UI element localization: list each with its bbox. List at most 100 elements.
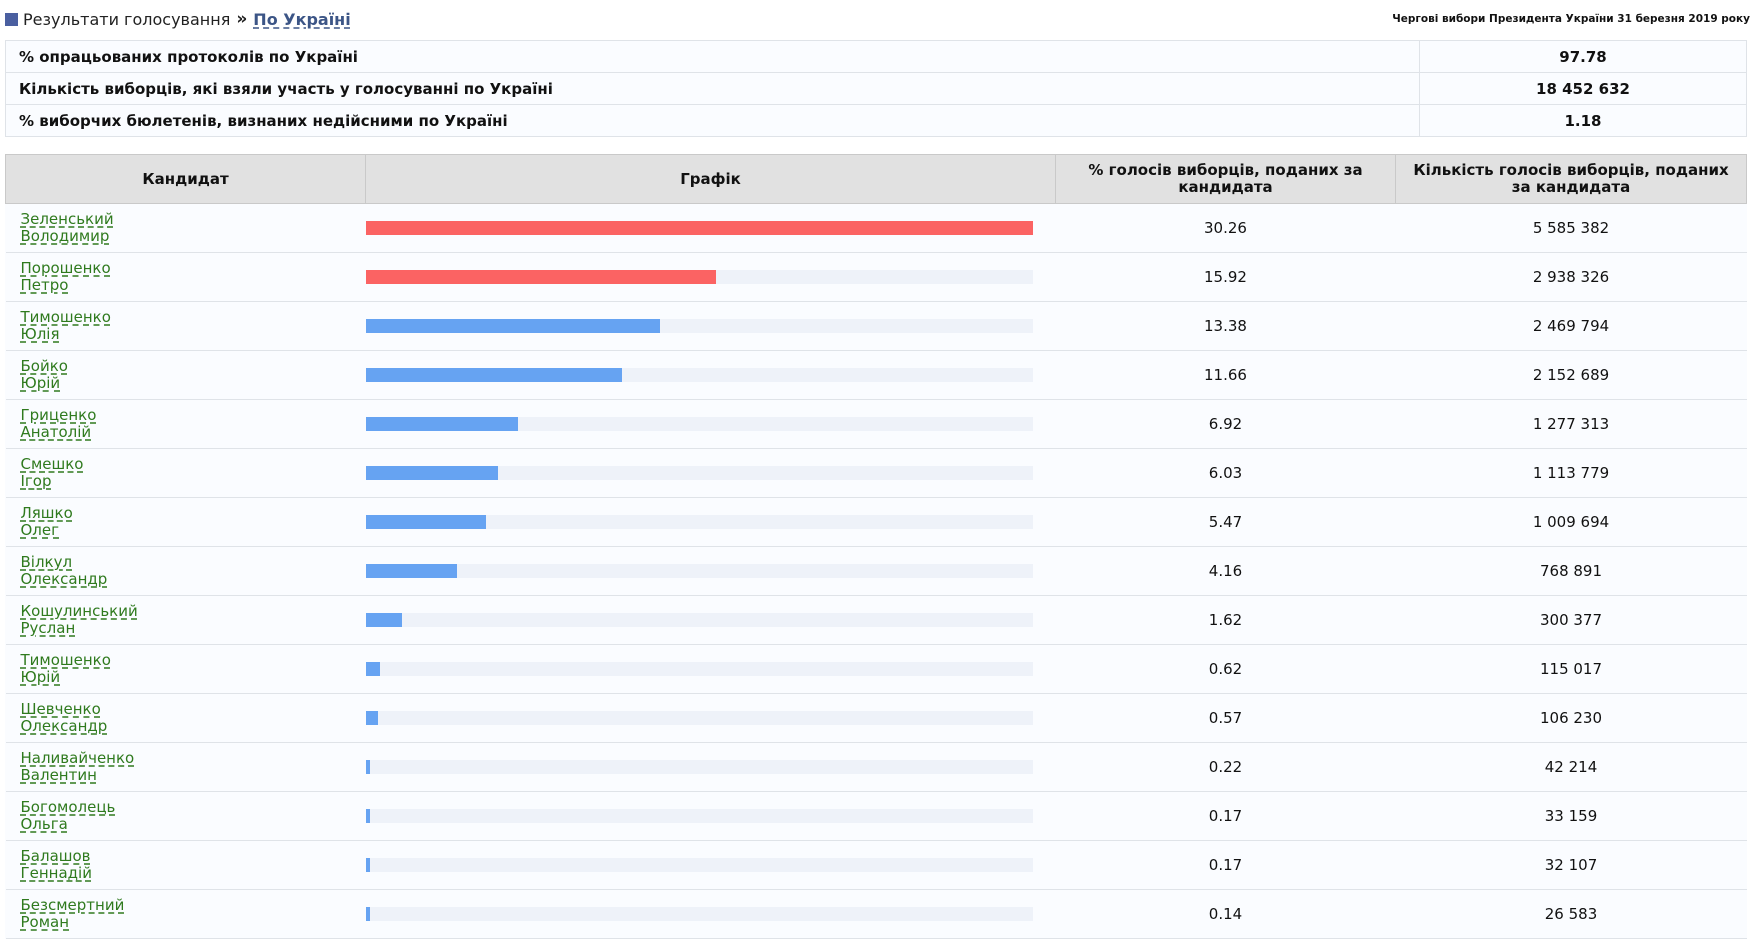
vote-bar: [365, 760, 371, 774]
percent-cell: 6.03: [1055, 448, 1396, 498]
votes-cell: 42 214: [1395, 742, 1747, 792]
candidate-cell: Наливайченко Валентин: [5, 742, 366, 792]
candidate-surname-link[interactable]: Ляшко: [20, 504, 73, 522]
percent-cell: 0.17: [1055, 791, 1396, 841]
votes-cell: 768 891: [1395, 546, 1747, 596]
candidate-surname-link[interactable]: Богомолець: [20, 798, 116, 816]
candidate-name-link[interactable]: Олександр: [20, 570, 108, 588]
summary-table: % опрацьованих протоколів по Україні 97.7…: [5, 40, 1747, 137]
chart-cell: [365, 399, 1056, 449]
candidate-name-link[interactable]: Олександр: [20, 717, 108, 735]
percent-cell: 0.22: [1055, 742, 1396, 792]
header-count: Кількість голосів виборців, поданих за к…: [1395, 154, 1747, 204]
candidate-name-link[interactable]: Юрій: [20, 668, 61, 686]
summary-label: Кількість виборців, які взяли участь у г…: [5, 72, 1420, 105]
top-bar: Результати голосування » По Україні Черг…: [0, 0, 1750, 36]
vote-bar: [365, 221, 1033, 235]
candidate-cell: Кошулинський Руслан: [5, 595, 366, 645]
candidate-row: Тимошенко Юрій 0.62 115 017: [5, 644, 1747, 694]
candidate-surname-link[interactable]: Безсмертний: [20, 896, 125, 914]
candidate-surname-link[interactable]: Зеленський: [20, 210, 114, 228]
candidate-surname-link[interactable]: Бойко: [20, 357, 68, 375]
candidate-name-link[interactable]: Олег: [20, 521, 60, 539]
candidate-surname-link[interactable]: Шевченко: [20, 700, 101, 718]
breadcrumb-root: Результати голосування: [23, 9, 231, 29]
summary-label: % виборчих бюлетенів, визнаних недійсним…: [5, 104, 1420, 137]
breadcrumb-current-link[interactable]: По Україні: [253, 9, 351, 29]
candidate-cell: Гриценко Анатолій: [5, 399, 366, 449]
bar-track: [365, 417, 1033, 431]
candidate-cell: Тимошенко Юрій: [5, 644, 366, 694]
percent-cell: 30.26: [1055, 203, 1396, 253]
candidate-cell: Вілкул Олександр: [5, 546, 366, 596]
candidate-name-link[interactable]: Юрій: [20, 374, 61, 392]
candidate-surname-link[interactable]: Наливайченко: [20, 749, 135, 767]
election-title: Чергові вибори Президента України 31 бер…: [1392, 13, 1750, 25]
bar-track: [365, 466, 1033, 480]
summary-value: 97.78: [1419, 40, 1747, 73]
candidate-surname-link[interactable]: Тимошенко: [20, 308, 111, 326]
candidate-cell: Бойко Юрій: [5, 350, 366, 400]
header-candidate: Кандидат: [5, 154, 366, 204]
chart-cell: [365, 252, 1056, 302]
candidate-name-link[interactable]: Анатолій: [20, 423, 92, 441]
vote-bar: [365, 858, 370, 872]
votes-cell: 1 277 313: [1395, 399, 1747, 449]
candidate-cell: Смешко Ігор: [5, 448, 366, 498]
chart-cell: [365, 546, 1056, 596]
candidate-row: Наливайченко Валентин 0.22 42 214: [5, 742, 1747, 792]
summary-row: % виборчих бюлетенів, визнаних недійсним…: [5, 104, 1747, 137]
candidate-name-link[interactable]: Ігор: [20, 472, 52, 490]
vote-bar: [365, 564, 457, 578]
vote-bar: [365, 613, 402, 627]
candidate-name-link[interactable]: Геннадій: [20, 864, 92, 882]
chart-cell: [365, 350, 1056, 400]
candidate-name-link[interactable]: Ольга: [20, 815, 68, 833]
chart-cell: [365, 889, 1056, 939]
candidate-row: Бойко Юрій 11.66 2 152 689: [5, 350, 1747, 400]
votes-cell: 32 107: [1395, 840, 1747, 890]
candidate-surname-link[interactable]: Кошулинський: [20, 602, 138, 620]
chart-cell: [365, 840, 1056, 890]
votes-cell: 5 585 382: [1395, 203, 1747, 253]
candidate-cell: Тимошенко Юлія: [5, 301, 366, 351]
candidate-row: Шевченко Олександр 0.57 106 230: [5, 693, 1747, 743]
percent-cell: 5.47: [1055, 497, 1396, 547]
candidate-surname-link[interactable]: Балашов: [20, 847, 91, 865]
candidate-name-link[interactable]: Володимир: [20, 227, 110, 245]
candidate-surname-link[interactable]: Вілкул: [20, 553, 73, 571]
candidate-row: Вілкул Олександр 4.16 768 891: [5, 546, 1747, 596]
candidate-surname-link[interactable]: Порошенко: [20, 259, 111, 277]
bar-track: [365, 515, 1033, 529]
chart-cell: [365, 203, 1056, 253]
votes-cell: 300 377: [1395, 595, 1747, 645]
vote-bar: [365, 907, 370, 921]
candidate-surname-link[interactable]: Гриценко: [20, 406, 97, 424]
candidate-surname-link[interactable]: Тимошенко: [20, 651, 111, 669]
summary-value: 18 452 632: [1419, 72, 1747, 105]
bar-track: [365, 907, 1033, 921]
percent-cell: 4.16: [1055, 546, 1396, 596]
breadcrumb: Результати голосування » По Україні: [5, 9, 351, 29]
vote-bar: [365, 319, 661, 333]
votes-cell: 2 469 794: [1395, 301, 1747, 351]
candidate-surname-link[interactable]: Смешко: [20, 455, 84, 473]
candidate-cell: Богомолець Ольга: [5, 791, 366, 841]
candidate-row: Ляшко Олег 5.47 1 009 694: [5, 497, 1747, 547]
percent-cell: 13.38: [1055, 301, 1396, 351]
candidate-name-link[interactable]: Петро: [20, 276, 69, 294]
bar-track: [365, 662, 1033, 676]
candidate-name-link[interactable]: Валентин: [20, 766, 97, 784]
header-percent: % голосів виборців, поданих за кандидата: [1055, 154, 1396, 204]
candidate-row: Безсмертний Роман 0.14 26 583: [5, 889, 1747, 939]
results-header-row: Кандидат Графік % голосів виборців, пода…: [5, 154, 1747, 204]
bar-track: [365, 221, 1033, 235]
candidate-name-link[interactable]: Роман: [20, 913, 70, 931]
square-bullet-icon: [5, 12, 18, 26]
candidate-name-link[interactable]: Руслан: [20, 619, 76, 637]
candidate-name-link[interactable]: Юлія: [20, 325, 60, 343]
votes-cell: 2 152 689: [1395, 350, 1747, 400]
percent-cell: 0.17: [1055, 840, 1396, 890]
vote-bar: [365, 270, 717, 284]
chart-cell: [365, 791, 1056, 841]
